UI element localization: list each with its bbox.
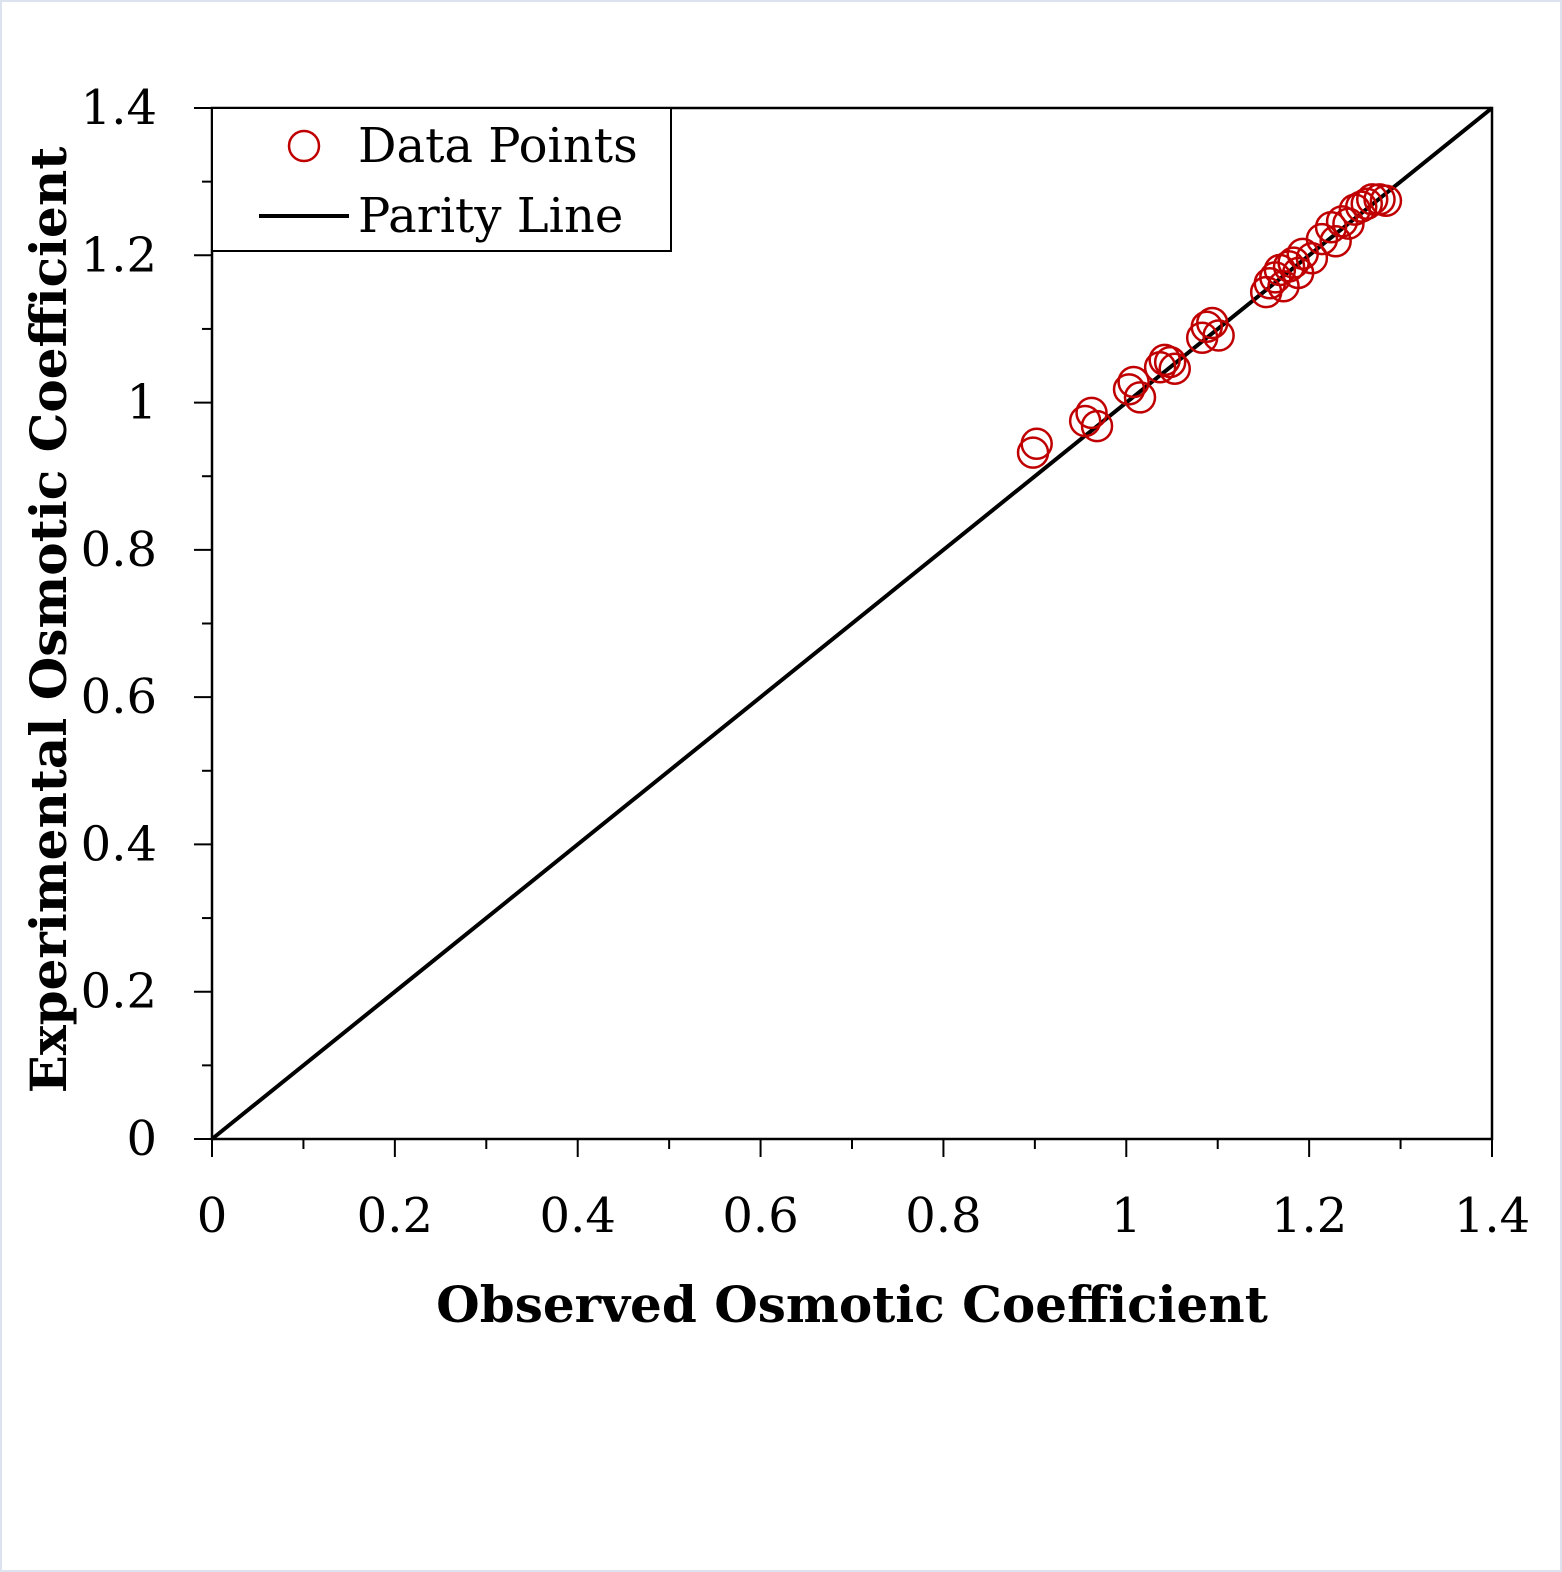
data-point	[1202, 319, 1235, 352]
data-point	[1345, 190, 1378, 223]
legend-label-parity-line: Parity Line	[358, 188, 623, 244]
data-point	[1080, 409, 1114, 443]
x-tick-label: 0.2	[357, 1188, 433, 1244]
x-tick-label: 1.2	[1271, 1188, 1347, 1244]
legend-box	[211, 107, 672, 252]
data-point	[1295, 241, 1329, 275]
data-point	[1350, 187, 1383, 220]
data-point	[1117, 365, 1150, 399]
y-tick-label: 1	[126, 375, 157, 431]
plot-area-border	[210, 106, 1494, 1141]
data-point	[1190, 310, 1223, 343]
x-tick-label: 0.8	[905, 1188, 981, 1244]
x-tick-label: 0.6	[722, 1188, 798, 1244]
data-point	[1020, 427, 1053, 461]
data-point	[1112, 373, 1146, 406]
legend: Data Points Parity Line	[211, 107, 672, 252]
data-point	[1075, 396, 1108, 430]
data-point	[1305, 222, 1339, 256]
y-tick-label: 0.8	[81, 522, 157, 578]
data-points-layer	[1016, 183, 1403, 469]
x-tick-label: 0.4	[540, 1188, 616, 1244]
legend-label-data-points: Data Points	[358, 118, 638, 174]
x-tick-label: 1.4	[1454, 1188, 1530, 1244]
y-tick-label: 1.2	[81, 227, 157, 283]
y-tick-label: 0.4	[81, 816, 157, 872]
data-point	[1319, 225, 1352, 258]
y-tick-label: 0.2	[81, 964, 157, 1020]
y-tick-label: 0	[126, 1111, 157, 1167]
parity-line	[210, 106, 1494, 1141]
data-point	[1153, 345, 1187, 379]
axis-ticks	[194, 107, 1493, 1157]
data-point	[1332, 207, 1365, 240]
parity-line-layer	[210, 106, 1494, 1141]
x-tick-label: 1	[1111, 1188, 1142, 1244]
legend-marker-data-points	[287, 129, 321, 163]
y-tick-label: 1.4	[81, 80, 157, 136]
y-axis-title: Experimental Osmotic Coefficient	[19, 147, 78, 1094]
tick-labels: 0 0.2 0.4 0.6 0.8 1 1.2 1.4 0 0.2 0.4 0.6 0.8 1 1.2 1.4	[81, 80, 1531, 1244]
data-point	[1369, 184, 1403, 218]
x-tick-label: 0	[197, 1188, 228, 1244]
y-tick-label: 0.6	[81, 669, 157, 725]
data-point	[1123, 381, 1157, 414]
data-point	[1158, 352, 1191, 385]
data-point	[1355, 183, 1389, 216]
x-axis-title: Observed Osmotic Coefficient	[436, 1275, 1268, 1334]
